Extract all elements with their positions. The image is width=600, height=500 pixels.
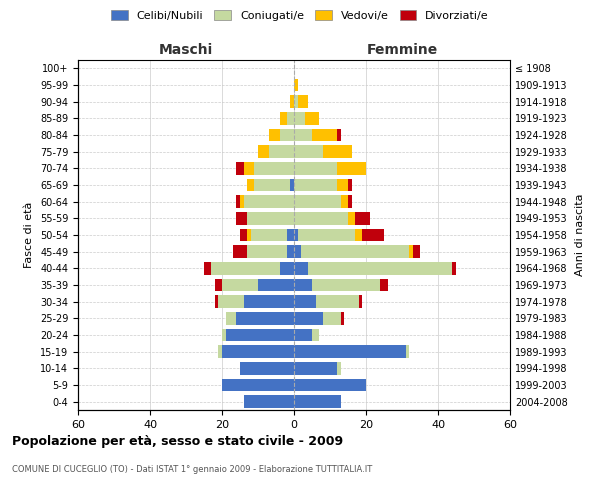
- Bar: [244, 162, 254, 174]
- Bar: [294, 212, 348, 224]
- Bar: [251, 229, 287, 241]
- Bar: [294, 246, 301, 258]
- Bar: [452, 262, 456, 274]
- Bar: [305, 112, 319, 124]
- Bar: [294, 346, 406, 358]
- Bar: [355, 212, 370, 224]
- Bar: [337, 162, 366, 174]
- Bar: [312, 329, 319, 341]
- Bar: [312, 129, 337, 141]
- Bar: [236, 212, 247, 224]
- Bar: [337, 129, 341, 141]
- Bar: [294, 79, 298, 92]
- Bar: [244, 196, 294, 208]
- Bar: [294, 262, 308, 274]
- Bar: [406, 346, 409, 358]
- Bar: [226, 329, 294, 341]
- Bar: [294, 129, 312, 141]
- Legend: Celibi/Nubili, Coniugati/e, Vedovi/e, Divorziati/e: Celibi/Nubili, Coniugati/e, Vedovi/e, Di…: [107, 6, 493, 25]
- Y-axis label: Fasce di età: Fasce di età: [25, 202, 34, 268]
- Bar: [337, 362, 341, 374]
- Bar: [409, 246, 413, 258]
- Bar: [215, 279, 222, 291]
- Bar: [348, 179, 352, 192]
- Bar: [308, 262, 452, 274]
- Bar: [218, 296, 244, 308]
- Bar: [222, 329, 226, 341]
- Bar: [380, 279, 388, 291]
- Bar: [298, 229, 355, 241]
- Bar: [294, 296, 316, 308]
- Bar: [413, 246, 420, 258]
- Bar: [287, 246, 294, 258]
- Bar: [298, 96, 308, 108]
- Bar: [294, 362, 337, 374]
- Bar: [247, 179, 254, 192]
- Bar: [254, 162, 294, 174]
- Bar: [312, 279, 380, 291]
- Bar: [294, 146, 323, 158]
- Bar: [236, 312, 294, 324]
- Bar: [359, 296, 362, 308]
- Bar: [294, 179, 337, 192]
- Bar: [337, 179, 348, 192]
- Bar: [290, 179, 294, 192]
- Text: COMUNE DI CUCEGLIO (TO) - Dati ISTAT 1° gennaio 2009 - Elaborazione TUTTITALIA.I: COMUNE DI CUCEGLIO (TO) - Dati ISTAT 1° …: [12, 465, 372, 474]
- Bar: [280, 112, 287, 124]
- Bar: [269, 146, 294, 158]
- Bar: [323, 146, 352, 158]
- Bar: [215, 296, 218, 308]
- Bar: [294, 312, 323, 324]
- Bar: [258, 146, 269, 158]
- Bar: [294, 329, 312, 341]
- Bar: [240, 229, 247, 241]
- Bar: [316, 296, 359, 308]
- Bar: [287, 112, 294, 124]
- Bar: [280, 129, 294, 141]
- Bar: [240, 196, 244, 208]
- Bar: [323, 312, 341, 324]
- Bar: [222, 279, 258, 291]
- Bar: [247, 212, 294, 224]
- Bar: [244, 296, 294, 308]
- Bar: [218, 346, 222, 358]
- Bar: [294, 379, 366, 391]
- Bar: [204, 262, 211, 274]
- Bar: [294, 279, 312, 291]
- Bar: [222, 379, 294, 391]
- Bar: [294, 196, 341, 208]
- Bar: [294, 112, 305, 124]
- Bar: [301, 246, 409, 258]
- Bar: [355, 229, 362, 241]
- Bar: [294, 229, 298, 241]
- Text: Popolazione per età, sesso e stato civile - 2009: Popolazione per età, sesso e stato civil…: [12, 435, 343, 448]
- Bar: [233, 246, 247, 258]
- Bar: [247, 246, 287, 258]
- Bar: [236, 196, 240, 208]
- Bar: [290, 96, 294, 108]
- Bar: [280, 262, 294, 274]
- Bar: [244, 396, 294, 408]
- Bar: [294, 96, 298, 108]
- Bar: [222, 346, 294, 358]
- Bar: [287, 229, 294, 241]
- Bar: [236, 162, 244, 174]
- Y-axis label: Anni di nascita: Anni di nascita: [575, 194, 584, 276]
- Bar: [247, 229, 251, 241]
- Text: Maschi: Maschi: [159, 42, 213, 56]
- Bar: [269, 129, 280, 141]
- Bar: [341, 196, 348, 208]
- Bar: [258, 279, 294, 291]
- Bar: [348, 196, 352, 208]
- Bar: [362, 229, 384, 241]
- Bar: [341, 312, 344, 324]
- Text: Femmine: Femmine: [367, 42, 437, 56]
- Bar: [348, 212, 355, 224]
- Bar: [294, 396, 341, 408]
- Bar: [226, 312, 236, 324]
- Bar: [240, 362, 294, 374]
- Bar: [211, 262, 280, 274]
- Bar: [254, 179, 290, 192]
- Bar: [294, 162, 337, 174]
